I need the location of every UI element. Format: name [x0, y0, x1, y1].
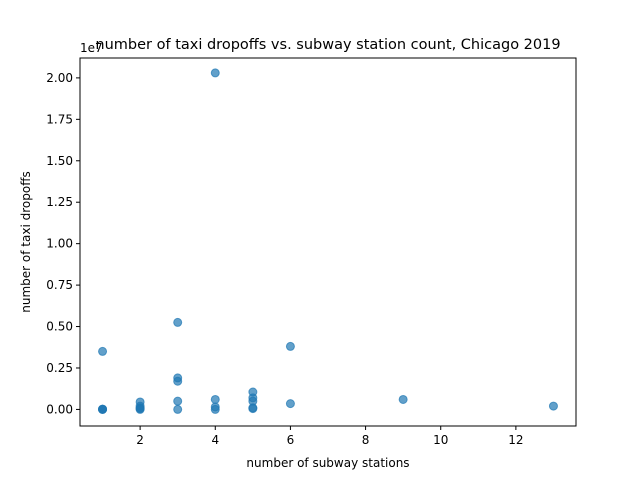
y-tick-label: 1.50 [46, 154, 73, 168]
y-tick-label: 0.00 [46, 402, 73, 416]
x-axis-title: number of subway stations [246, 456, 409, 470]
data-point [173, 373, 183, 383]
data-point [285, 341, 295, 351]
y-tick-label: 2.00 [46, 71, 73, 85]
y-tick-label: 1.25 [46, 195, 73, 209]
x-tick-label: 6 [287, 433, 295, 447]
y-tick-label: 0.50 [46, 320, 73, 334]
data-point [548, 401, 558, 411]
y-offset-label: 1e7 [80, 41, 103, 55]
y-axis-ticks: 0.00 0.25 0.50 0.75 1.00 1.25 1.50 1.75 2.00 [46, 71, 80, 416]
chart-title: number of taxi dropoffs vs. subway stati… [95, 37, 560, 53]
y-tick-label: 0.25 [46, 361, 73, 375]
data-point [173, 317, 183, 327]
y-axis-title: number of taxi dropoffs [19, 171, 33, 312]
x-axis-ticks: 2 4 6 8 10 12 [136, 426, 524, 447]
data-point [398, 394, 408, 404]
plot-frame [79, 57, 577, 427]
data-point [98, 404, 108, 414]
data-point [173, 396, 183, 406]
x-tick-label: 12 [508, 433, 523, 447]
y-tick-label: 1.75 [46, 112, 73, 126]
data-point [210, 394, 220, 404]
data-point [248, 387, 258, 397]
data-point [210, 68, 220, 78]
x-tick-label: 10 [433, 433, 448, 447]
data-point [210, 402, 220, 412]
y-tick-label: 1.00 [46, 237, 73, 251]
data-point [135, 397, 145, 407]
data-point [173, 404, 183, 414]
x-tick-label: 2 [136, 433, 144, 447]
y-tick-label: 0.75 [46, 278, 73, 292]
data-point [285, 399, 295, 409]
data-point [98, 346, 108, 356]
points-layer [98, 68, 558, 414]
x-tick-label: 8 [362, 433, 370, 447]
x-tick-label: 4 [211, 433, 219, 447]
